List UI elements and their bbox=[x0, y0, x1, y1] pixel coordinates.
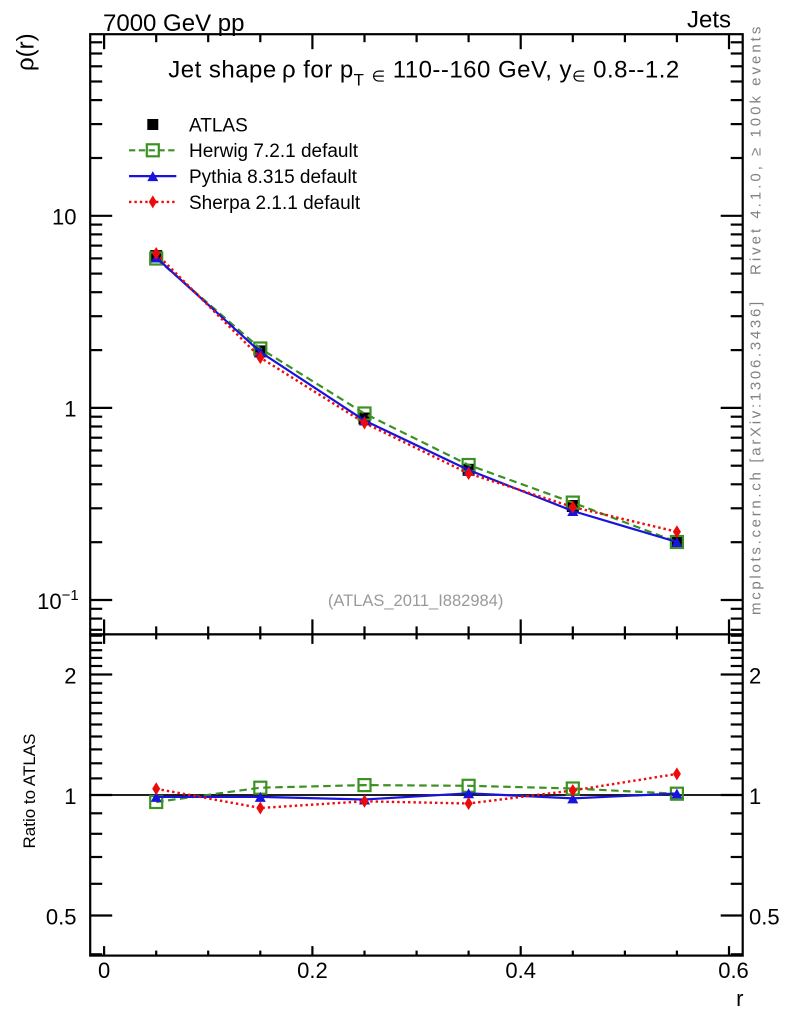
svg-text:Rivet 4.1.0, ≥ 100k events: Rivet 4.1.0, ≥ 100k events bbox=[748, 24, 765, 275]
svg-text:0.4: 0.4 bbox=[505, 958, 536, 983]
svg-text:mcplots.cern.ch [arXiv:1306.34: mcplots.cern.ch [arXiv:1306.3436] bbox=[748, 299, 765, 615]
svg-text:0.5: 0.5 bbox=[749, 904, 780, 929]
svg-text:(ATLAS_2011_I882984): (ATLAS_2011_I882984) bbox=[328, 592, 504, 610]
svg-text:1: 1 bbox=[64, 784, 76, 809]
svg-text:2: 2 bbox=[64, 663, 76, 688]
svg-text:Herwig 7.2.1 default: Herwig 7.2.1 default bbox=[189, 141, 359, 162]
svg-text:1: 1 bbox=[749, 784, 761, 809]
svg-text:Sherpa 2.1.1 default: Sherpa 2.1.1 default bbox=[189, 193, 361, 214]
svg-text:0.5: 0.5 bbox=[46, 904, 77, 929]
svg-text:Jets: Jets bbox=[687, 7, 731, 34]
svg-text:10: 10 bbox=[52, 205, 76, 230]
svg-text:7000 GeV pp: 7000 GeV pp bbox=[103, 10, 244, 37]
svg-text:0.2: 0.2 bbox=[297, 958, 328, 983]
svg-text:ATLAS: ATLAS bbox=[189, 115, 248, 136]
svg-text:Ratio to ATLAS: Ratio to ATLAS bbox=[20, 734, 39, 849]
svg-text:r: r bbox=[736, 986, 743, 1011]
svg-text:1: 1 bbox=[64, 397, 76, 422]
svg-text:ρ(r): ρ(r) bbox=[13, 33, 40, 71]
svg-text:Pythia 8.315 default: Pythia 8.315 default bbox=[189, 167, 358, 188]
svg-text:0: 0 bbox=[98, 958, 110, 983]
svg-text:2: 2 bbox=[749, 663, 761, 688]
svg-text:0.6: 0.6 bbox=[718, 958, 749, 983]
